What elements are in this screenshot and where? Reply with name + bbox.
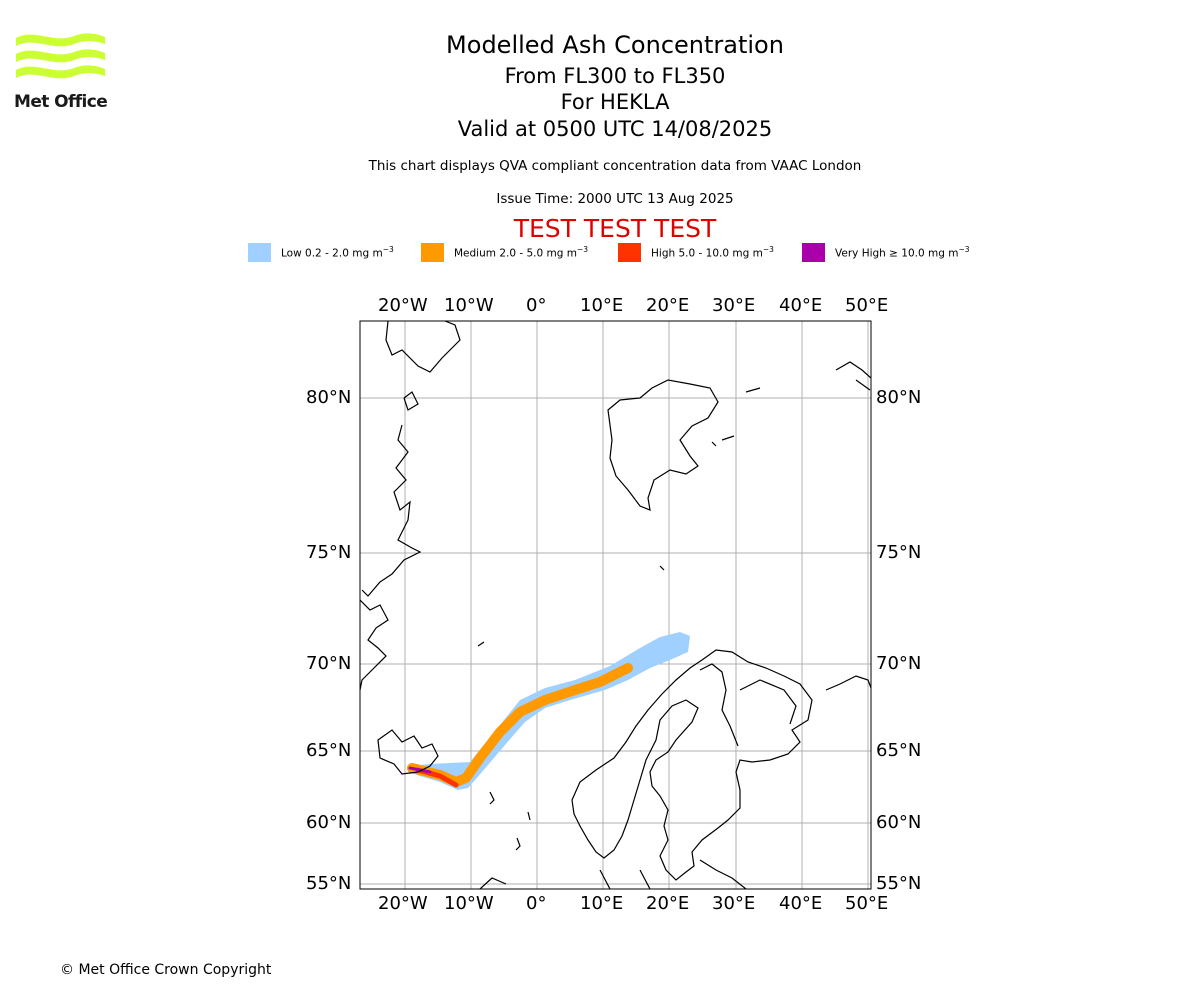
lon-tick-top-4: 10°E [580, 295, 624, 316]
lat-tick-right-4: 65°N [876, 740, 922, 761]
lat-tick-left-4: 65°N [306, 740, 352, 761]
met-office-logo: Met Office [14, 30, 108, 112]
lon-tick-bottom-1: 20°W [378, 893, 428, 914]
legend-swatch-medium [421, 243, 444, 262]
lon-tick-top-8: 50°E [845, 295, 889, 316]
lat-tick-right-6: 55°N [876, 873, 922, 894]
lon-tick-top-3: 0° [526, 295, 547, 316]
lat-tick-left-1: 80°N [306, 387, 352, 408]
legend: Low 0.2 - 2.0 mg m−3 Medium 2.0 - 5.0 mg… [0, 243, 1200, 265]
lat-tick-right-2: 75°N [876, 542, 922, 563]
graticule [360, 321, 871, 889]
lat-tick-left-3: 70°N [306, 653, 352, 674]
lon-tick-bottom-4: 10°E [580, 893, 624, 914]
legend-swatch-very-high [802, 243, 825, 262]
legend-item-high: High 5.0 - 10.0 mg m−3 [618, 243, 774, 262]
lat-tick-right-3: 70°N [876, 653, 922, 674]
legend-label-low: Low 0.2 - 2.0 mg m [281, 247, 383, 260]
issue-time: Issue Time: 2000 UTC 13 Aug 2025 [496, 191, 734, 207]
lon-tick-bottom-3: 0° [526, 893, 547, 914]
ash-very-high-region [408, 766, 432, 774]
legend-swatch-high [618, 243, 641, 262]
volcano-name: For HEKLA [560, 90, 670, 114]
lon-tick-bottom-7: 40°E [779, 893, 823, 914]
valid-time: Valid at 0500 UTC 14/08/2025 [457, 117, 773, 141]
logo-wordmark: Met Office [14, 92, 108, 112]
lon-tick-bottom-6: 30°E [712, 893, 756, 914]
coastlines [360, 321, 871, 889]
lat-tick-left-2: 75°N [306, 542, 352, 563]
iceland-coast [377, 729, 439, 775]
met-office-waves-icon [16, 33, 105, 79]
flight-level-range: From FL300 to FL350 [504, 64, 726, 88]
legend-item-very-high: Very High ≥ 10.0 mg m−3 [802, 243, 970, 262]
lon-tick-bottom-5: 20°E [646, 893, 690, 914]
lon-tick-bottom-2: 10°W [444, 893, 494, 914]
legend-swatch-low [248, 243, 271, 262]
lon-tick-top-7: 40°E [779, 295, 823, 316]
lat-tick-left-5: 60°N [306, 812, 352, 833]
lon-tick-top-5: 20°E [646, 295, 690, 316]
lat-tick-right-5: 60°N [876, 812, 922, 833]
copyright-notice: © Met Office Crown Copyright [60, 962, 272, 978]
legend-label-high: High 5.0 - 10.0 mg m [651, 247, 763, 260]
chart-description: This chart displays QVA compliant concen… [368, 158, 862, 174]
lat-tick-left-6: 55°N [306, 873, 352, 894]
scandinavia-coast [571, 649, 813, 881]
lon-tick-bottom-8: 50°E [845, 893, 889, 914]
svalbard-coast [607, 379, 761, 511]
lon-tick-top-6: 30°E [712, 295, 756, 316]
lon-tick-top-2: 10°W [444, 295, 494, 316]
legend-label-very-high: Very High ≥ 10.0 mg m [835, 247, 959, 260]
map-frame [359, 320, 872, 890]
legend-item-medium: Medium 2.0 - 5.0 mg m−3 [421, 243, 588, 262]
test-banner: TEST TEST TEST [513, 214, 717, 243]
lon-tick-top-1: 20°W [378, 295, 428, 316]
chart-title: Modelled Ash Concentration [446, 31, 784, 59]
legend-label-medium: Medium 2.0 - 5.0 mg m [454, 247, 577, 260]
lat-tick-right-1: 80°N [876, 387, 922, 408]
legend-item-low: Low 0.2 - 2.0 mg m−3 [248, 243, 394, 262]
